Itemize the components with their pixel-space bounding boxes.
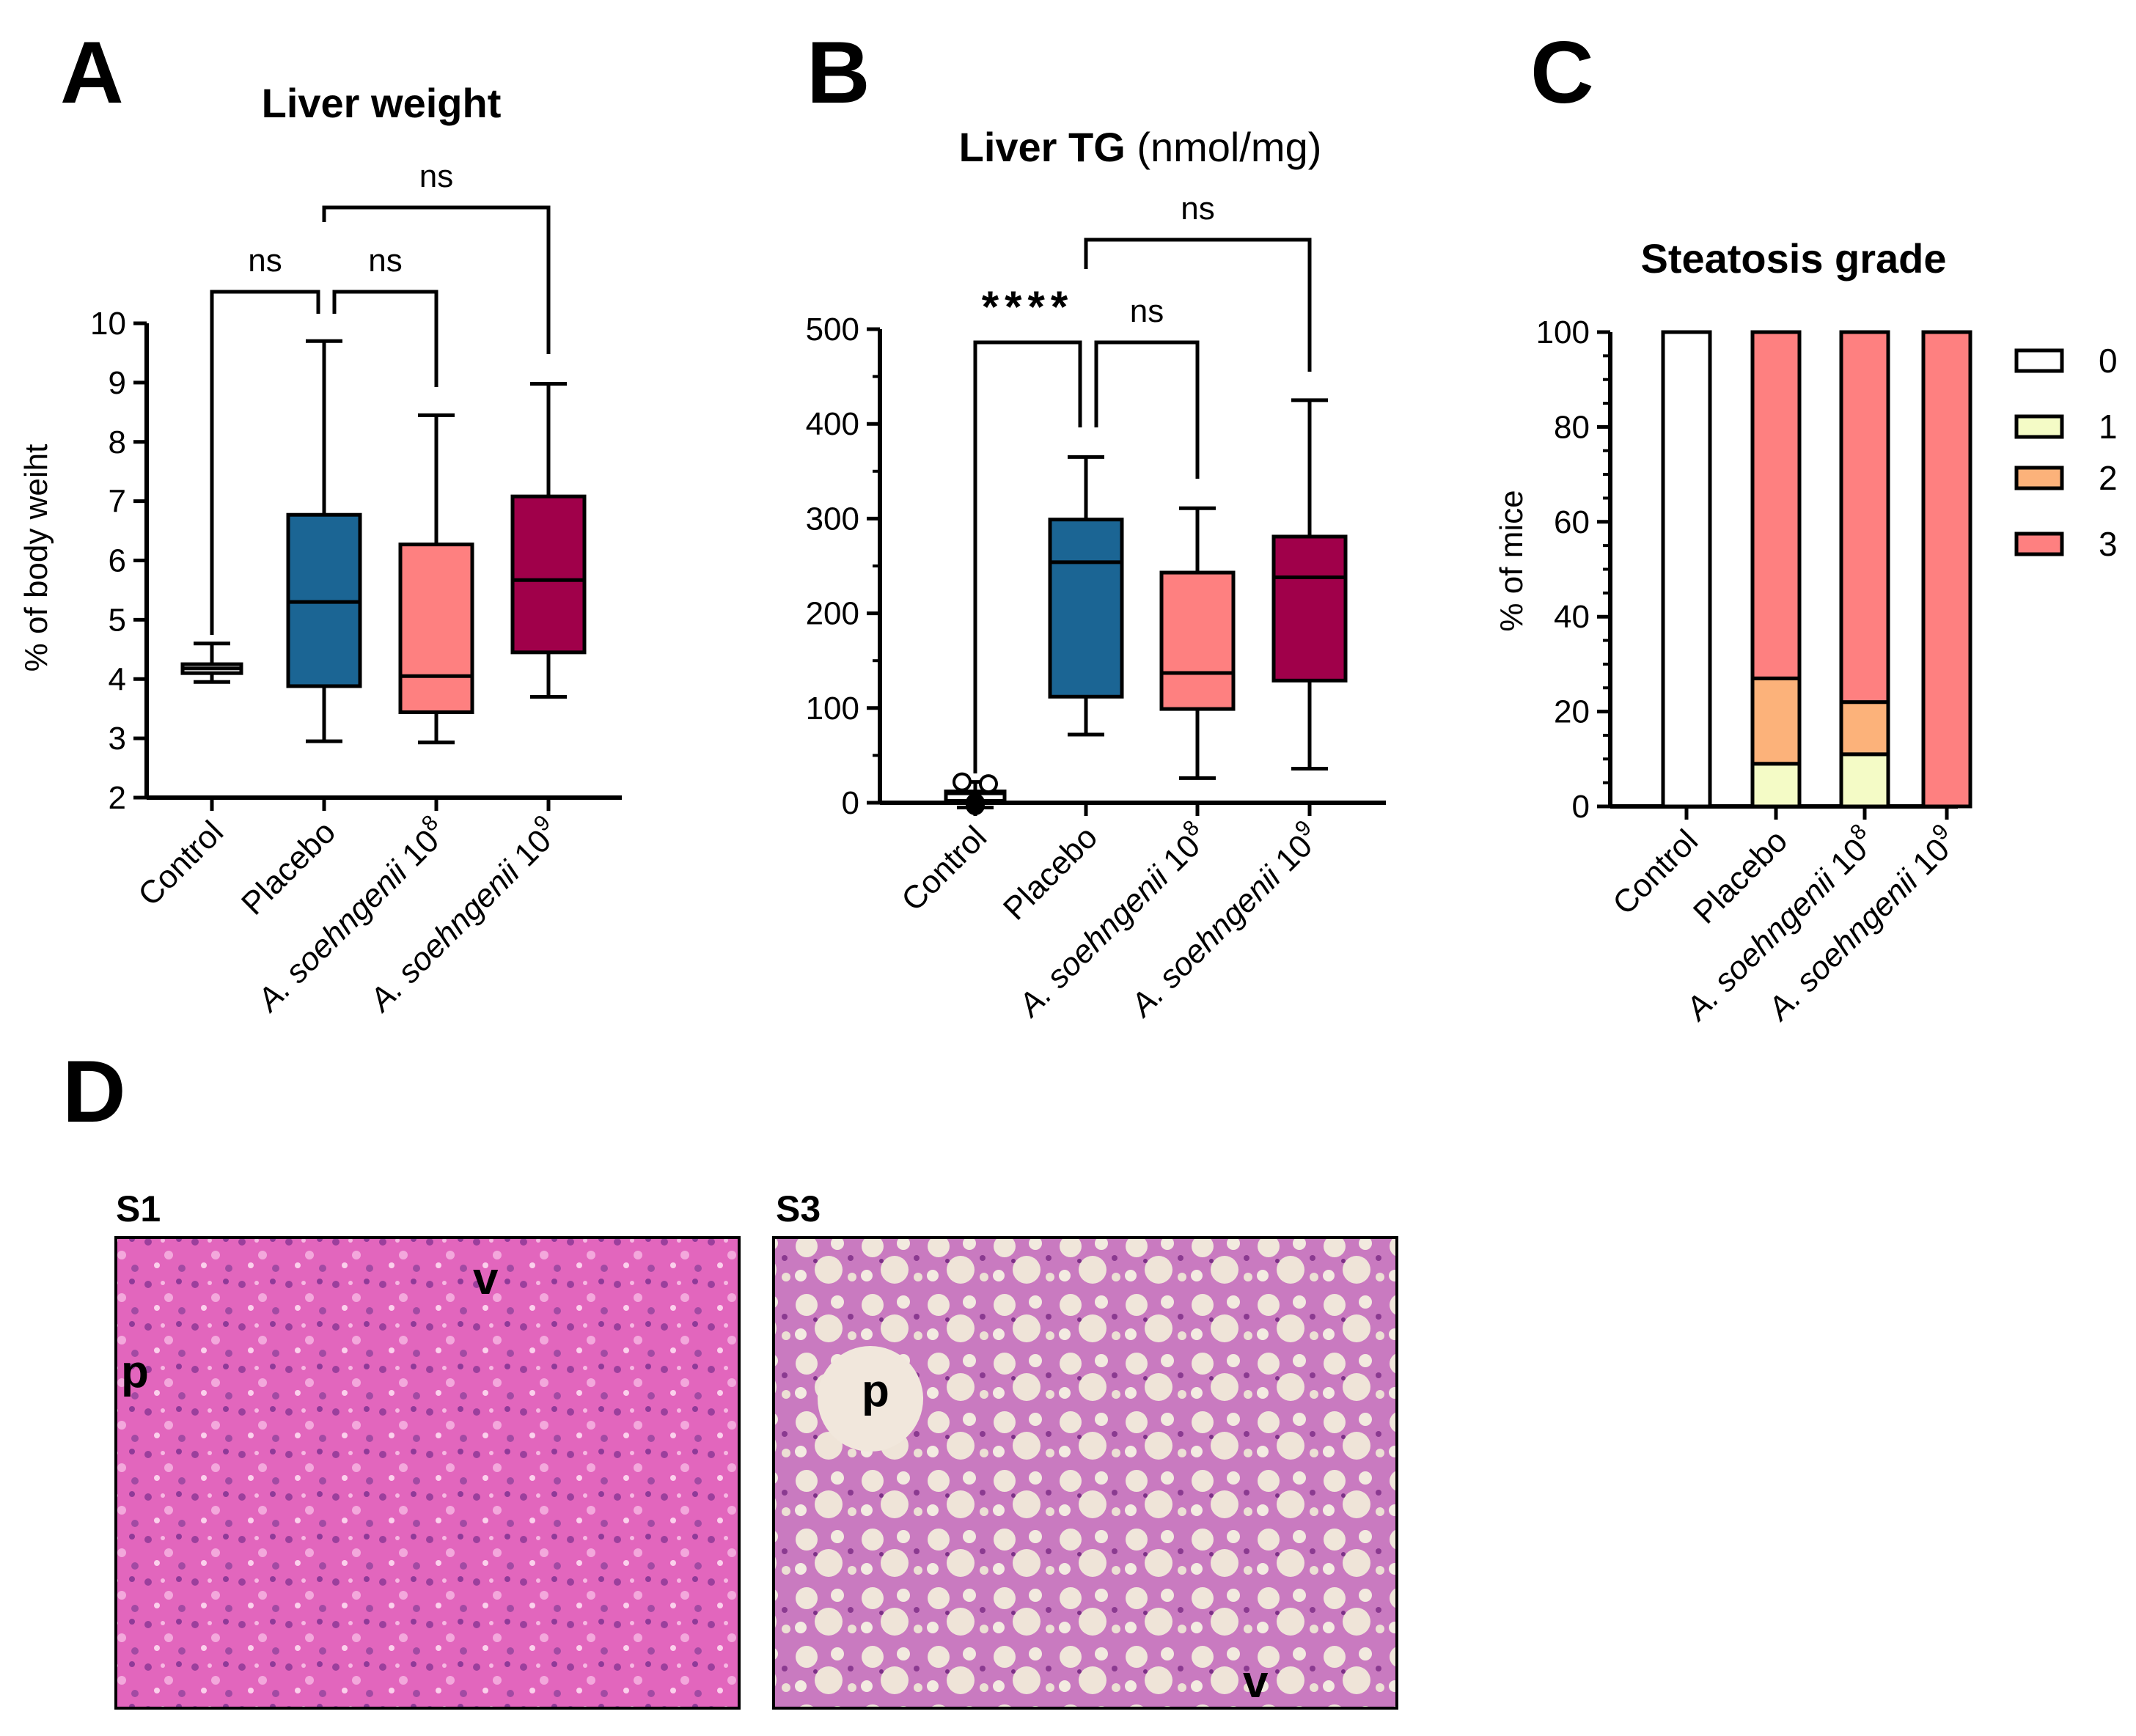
b-box-1	[1048, 518, 1124, 699]
panel-letter-d: D	[62, 1042, 126, 1141]
b-box-3	[1271, 534, 1348, 683]
b-y-tick-label-2: 200	[806, 596, 859, 632]
legend-swatch-1	[2014, 414, 2064, 439]
a-x-tick-label-2: A. soehngenii 108	[246, 811, 455, 1020]
panel-letter-a: A	[60, 23, 124, 122]
c-bar-1-grade-1	[1750, 762, 1802, 809]
legend-label-2: 2	[2099, 459, 2118, 497]
b-x-tick-label-2: A. soehngenii 108	[1007, 816, 1216, 1025]
a-y-tick-label-7: 9	[109, 365, 126, 401]
a-significance-bracket-0	[210, 290, 320, 635]
micrograph-label-s3: S3	[776, 1188, 821, 1229]
b-significance-bracket-2	[1084, 238, 1312, 372]
micrograph-s1	[114, 1236, 741, 1710]
c-y-tick-label-4: 80	[1554, 409, 1590, 445]
b-significance-bracket-1	[1094, 340, 1200, 479]
a-x-tick-name-0: Control	[131, 814, 230, 913]
c-bar-3-grade-3	[1921, 330, 1972, 809]
panel-a-liver-weight: A Liver weight % of body weiht 2 3 4 5 6 7 8 9 1…	[18, 23, 622, 1020]
a-box-2	[398, 542, 474, 715]
chart-title-a: Liver weight	[262, 80, 502, 126]
a-y-tick-label-8: 10	[90, 306, 126, 342]
chart-title-b-units: (nmol/mg)	[1126, 124, 1322, 170]
legend-label-3: 3	[2099, 525, 2118, 563]
a-y-tick-label-4: 6	[109, 543, 126, 579]
c-bar-0-grade-0	[1661, 330, 1712, 809]
micrograph-s1-portal-mark: p	[121, 1347, 149, 1397]
chart-title-b-main: Liver TG	[959, 124, 1126, 170]
b-data-point-3	[966, 795, 985, 815]
b-data-point-0	[953, 772, 972, 792]
a-significance-bracket-2	[322, 205, 551, 354]
legend-swatch-3	[2014, 532, 2064, 556]
c-y-tick-label-1: 20	[1554, 694, 1590, 730]
c-bar-2-grade-3	[1839, 330, 1890, 705]
b-x-tick-label-0: Control	[895, 819, 994, 918]
c-y-tick-label-5: 100	[1536, 315, 1590, 350]
y-axis-label-c: % of mice	[1494, 490, 1530, 631]
legend-swatch-2	[2014, 466, 2064, 490]
legend-label-1: 1	[2099, 408, 2118, 446]
panel-d-histology: D S1 v p S3 p v	[62, 1042, 1398, 1710]
b-x-tick-name-0: Control	[895, 819, 994, 918]
b-significance-label-0: ****	[982, 282, 1073, 331]
b-y-tick-label-5: 500	[806, 312, 859, 347]
b-x-tick-name-1: Placebo	[997, 819, 1104, 927]
a-y-tick-label-2: 4	[109, 661, 126, 697]
a-y-tick-label-1: 3	[109, 721, 126, 757]
b-y-tick-label-3: 300	[806, 501, 859, 537]
b-significance-label-2: ns	[1181, 191, 1214, 227]
legend-c: 0 1 2 3	[2014, 342, 2118, 563]
a-y-tick-label-3: 5	[109, 602, 126, 638]
micrograph-label-s1: S1	[116, 1188, 161, 1229]
a-y-tick-label-0: 2	[109, 780, 126, 816]
c-y-tick-label-3: 60	[1554, 504, 1590, 540]
panel-b-liver-tg: B Liver TG (nmol/mg) 0 100 200 300 400 500 Con…	[806, 23, 1386, 1025]
c-bar-1-grade-2	[1750, 676, 1802, 766]
a-y-tick-label-5: 7	[109, 484, 126, 520]
b-x-tick-label-3: A. soehngenii 109	[1119, 816, 1328, 1025]
c-bar-2-grade-1	[1839, 752, 1890, 809]
a-significance-label-0: ns	[248, 243, 282, 279]
c-y-tick-label-2: 40	[1554, 599, 1590, 635]
b-y-tick-label-4: 400	[806, 406, 859, 442]
b-y-tick-label-0: 0	[842, 785, 859, 821]
micrograph-s3-portal-vessel	[818, 1346, 923, 1452]
a-box-3	[510, 494, 587, 655]
c-y-tick-label-0: 0	[1572, 789, 1590, 825]
a-y-tick-label-6: 8	[109, 424, 126, 460]
a-x-tick-label-3: A. soehngenii 109	[358, 811, 567, 1020]
panel-letter-c: C	[1530, 23, 1594, 122]
panel-letter-b: B	[807, 23, 870, 122]
b-box-2	[1159, 570, 1236, 711]
a-x-tick-name-1: Placebo	[235, 814, 342, 922]
a-significance-label-2: ns	[419, 158, 453, 194]
chart-title-b: Liver TG (nmol/mg)	[959, 124, 1322, 170]
a-significance-label-1: ns	[368, 243, 402, 279]
micrograph-s1-vein-mark: v	[473, 1254, 499, 1304]
micrograph-s3	[772, 1236, 1398, 1710]
panel-c-steatosis: C Steatosis grade % of mice 020406080100…	[1494, 23, 2118, 1029]
b-significance-bracket-0	[973, 340, 1082, 773]
micrograph-s3-portal-mark: p	[862, 1366, 889, 1416]
b-data-point-1	[979, 774, 998, 794]
c-bar-2-grade-2	[1839, 700, 1890, 757]
a-x-tick-label-1: Placebo	[235, 814, 342, 922]
micrograph-s3-vein-mark: v	[1243, 1657, 1269, 1707]
chart-title-c: Steatosis grade	[1640, 235, 1946, 282]
b-x-tick-label-1: Placebo	[997, 819, 1104, 927]
a-x-tick-label-0: Control	[131, 814, 230, 913]
legend-label-0: 0	[2099, 342, 2118, 380]
y-axis-label-a: % of body weiht	[18, 444, 54, 672]
b-significance-label-1: ns	[1130, 293, 1164, 329]
a-significance-bracket-1	[332, 290, 438, 387]
b-y-tick-label-1: 100	[806, 691, 859, 727]
c-bar-1-grade-3	[1750, 330, 1802, 680]
legend-swatch-0	[2014, 348, 2064, 373]
